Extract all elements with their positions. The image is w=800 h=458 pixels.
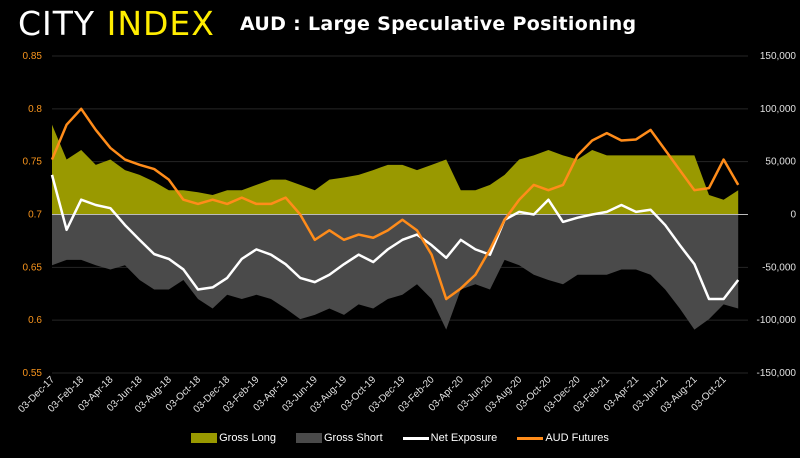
right-axis-tick-label: -50,000: [762, 262, 796, 273]
left-axis-tick-label: 0.65: [23, 262, 43, 273]
gross-short-swatch: [295, 433, 322, 443]
left-axis-tick-label: 0.8: [28, 104, 42, 115]
aud-futures-swatch: [517, 436, 544, 440]
gross-long-swatch: [191, 433, 218, 443]
left-axis-tick-label: 0.85: [23, 51, 43, 62]
line-aud-futures: [50, 107, 740, 301]
left-axis-tick-label: 0.6: [28, 315, 42, 326]
legend-aud-futures: AUD Futures: [517, 432, 609, 444]
left-axis-tick-label: 0.55: [23, 368, 43, 379]
left-axis-tick-label: 0.75: [23, 157, 43, 168]
right-axis-tick-label: 100,000: [760, 104, 797, 115]
right-axis-tick-label: -100,000: [757, 315, 797, 326]
left-axis-tick-label: 0.7: [28, 210, 42, 221]
city-index-logo: CITY INDEX: [18, 4, 215, 43]
right-axis-tick-label: 0: [790, 210, 796, 221]
chart-title: AUD : Large Speculative Positioning: [240, 13, 637, 35]
legend: Gross Long Gross Short Net Exposure AUD …: [0, 432, 800, 444]
legend-gross-long: Gross Long: [191, 432, 276, 444]
net-exposure-swatch: [402, 436, 429, 440]
legend-gross-short: Gross Short: [295, 432, 383, 444]
right-axis-tick-label: 50,000: [765, 157, 796, 168]
legend-net-exposure: Net Exposure: [402, 432, 497, 444]
right-axis-tick-label: 150,000: [760, 51, 797, 62]
area-gross-long: [52, 124, 739, 215]
right-axis-tick-label: -150,000: [757, 368, 797, 379]
area-gross-short: [52, 214, 739, 330]
line-net-exposure: [50, 174, 740, 301]
